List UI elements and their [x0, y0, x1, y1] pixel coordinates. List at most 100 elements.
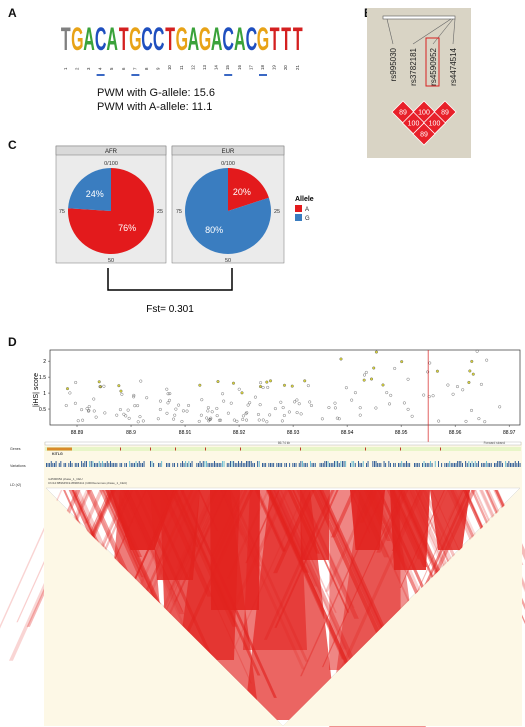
ld-stripe	[146, 490, 190, 580]
ld-stripe	[385, 490, 405, 530]
ld-stripe	[161, 490, 221, 619]
variation-marker	[361, 463, 363, 467]
ihs-point	[118, 408, 122, 412]
ihs-point	[165, 411, 169, 415]
variation-marker	[303, 463, 305, 467]
logo-position-label: 7	[132, 67, 137, 70]
variation-marker	[158, 463, 159, 467]
variation-marker	[137, 463, 139, 467]
ld-stripe	[159, 490, 212, 597]
ihs-point	[187, 403, 191, 407]
variation-marker	[60, 461, 62, 467]
variation-marker	[242, 463, 244, 467]
ihs-point	[358, 406, 362, 410]
ld-stripe	[114, 490, 134, 523]
ihs-point	[85, 407, 89, 411]
variation-marker	[458, 461, 460, 467]
variation-marker	[172, 463, 174, 467]
kitlg-gene-label: KITLG	[52, 452, 63, 456]
ihs-point	[261, 418, 265, 422]
variation-marker	[446, 463, 447, 467]
variation-marker	[183, 463, 185, 467]
ihs-point	[217, 418, 221, 422]
ihs-point	[81, 418, 85, 422]
fst-bracket	[107, 268, 233, 291]
variation-marker	[511, 463, 513, 467]
ihs-point	[205, 416, 209, 420]
ihs-point	[464, 419, 468, 423]
gene-marker	[365, 447, 366, 451]
ld-stripe	[359, 490, 379, 523]
variation-marker	[110, 461, 111, 467]
variation-marker	[185, 461, 187, 467]
variation-marker	[466, 463, 468, 467]
ld-diamond-value: 100	[408, 121, 420, 128]
gene-marker	[150, 447, 151, 451]
ihs-point	[293, 400, 297, 404]
ld-stripe	[353, 490, 390, 558]
ld-stripe	[265, 490, 347, 660]
variation-marker	[519, 463, 521, 467]
ihs-point	[232, 418, 236, 422]
variation-marker	[495, 463, 497, 467]
pie-slice-label: 24%	[86, 189, 104, 199]
ihs-point	[240, 391, 244, 395]
ihs-point	[172, 417, 176, 421]
logo-position-label: 14	[214, 65, 219, 70]
ihs-point	[253, 395, 257, 399]
variation-marker	[150, 461, 151, 467]
variation-marker	[406, 461, 407, 467]
variation-marker	[278, 463, 279, 467]
ihs-point	[245, 411, 249, 415]
ld-stripe	[180, 490, 277, 698]
ihs-point	[437, 419, 441, 423]
logo-position-label: 1	[63, 67, 68, 70]
variation-marker	[415, 463, 417, 467]
variation-marker	[55, 461, 57, 467]
allele-legend-label: G	[305, 216, 310, 222]
variation-marker	[119, 463, 121, 467]
ld-diamond-cell	[412, 122, 436, 146]
variation-marker	[238, 461, 239, 467]
ld-stripe	[107, 490, 136, 549]
panel-letter-a: A	[8, 6, 17, 20]
ihs-point	[73, 401, 77, 405]
variation-marker	[182, 461, 183, 467]
ihs-point	[197, 419, 201, 423]
variation-marker	[298, 463, 300, 467]
logo-letter: A	[106, 22, 118, 58]
genes-track	[45, 447, 521, 451]
ihs-point	[92, 409, 96, 413]
ihs-point	[475, 349, 479, 353]
ld-stripe	[268, 490, 326, 613]
pie-facet-afr: AFR 76% 24% 0/100 25 50 75	[55, 145, 167, 264]
fst-value: Fst= 0.301	[146, 304, 194, 315]
variation-marker	[342, 461, 343, 467]
ihs-point	[364, 370, 368, 374]
variation-marker	[132, 463, 134, 467]
variation-marker	[47, 463, 49, 467]
variation-marker	[74, 463, 76, 467]
ld-stripe	[399, 490, 445, 588]
ld-stripe	[111, 490, 147, 565]
ihs-point	[385, 391, 389, 395]
ld-stripe	[299, 490, 355, 608]
ihs-point	[410, 414, 414, 418]
gene-marker	[240, 447, 241, 451]
ihs-point	[246, 403, 250, 407]
logo-letter: G	[199, 22, 211, 58]
ihs-point	[265, 420, 269, 424]
ihs-point	[139, 379, 143, 383]
variation-marker	[233, 461, 235, 467]
variation-marker	[490, 463, 492, 467]
variation-marker	[134, 463, 135, 467]
variation-marker	[300, 461, 302, 467]
pie-ring-tick: 25	[274, 209, 280, 215]
ihs-point	[138, 415, 142, 419]
ld-caption-1: rs4590952 phase_1_CEU	[48, 477, 83, 481]
ld-stripe	[228, 490, 309, 662]
ihs-point	[337, 417, 341, 421]
ihs-x-tick-label: 88.95	[395, 430, 408, 436]
ihs-point	[400, 360, 404, 364]
